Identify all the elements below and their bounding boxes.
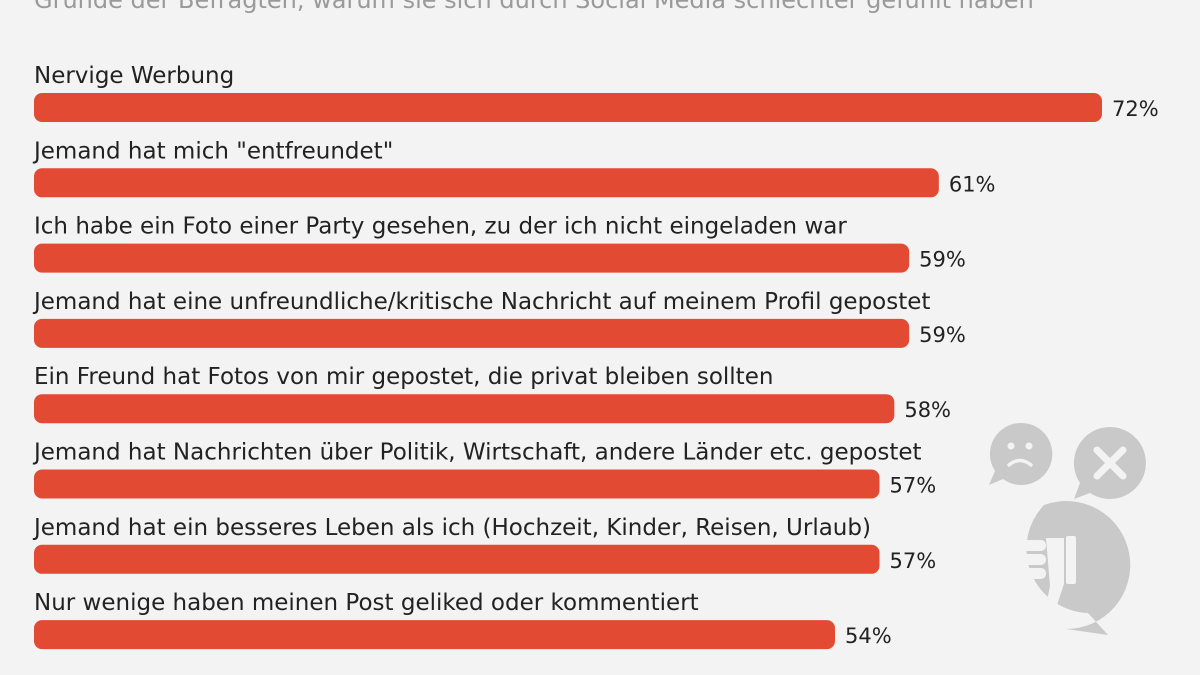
- value-label: 59%: [919, 248, 966, 272]
- category-label: Jemand hat ein besseres Leben als ich (H…: [32, 515, 871, 541]
- x-bubble-icon: [1073, 426, 1146, 499]
- value-label: 57%: [890, 474, 937, 498]
- value-label: 54%: [845, 624, 892, 648]
- value-label: 58%: [904, 398, 951, 422]
- sad-face-bubble-icon: [989, 422, 1053, 485]
- value-label: 72%: [1112, 97, 1159, 121]
- chart-subtitle: Gründe der Befragten, warum sie sich dur…: [34, 0, 1034, 14]
- category-label: Nur wenige haben meinen Post geliked ode…: [34, 590, 699, 616]
- category-label: Jemand hat Nachrichten über Politik, Wir…: [32, 440, 922, 466]
- value-label: 61%: [949, 172, 996, 196]
- bar: [34, 168, 939, 198]
- category-label: Nervige Werbung: [34, 63, 234, 89]
- bar: [34, 318, 910, 348]
- category-label: Ich habe ein Foto einer Party gesehen, z…: [34, 214, 847, 240]
- bar: [34, 394, 895, 424]
- value-label: 59%: [919, 323, 966, 347]
- category-label: Ein Freund hat Fotos von mir gepostet, d…: [34, 364, 773, 390]
- category-label: Jemand hat mich "entfreundet": [32, 138, 393, 164]
- thumbs-down-bubble-icon: [1014, 501, 1131, 635]
- bar: [34, 544, 880, 574]
- bar: [34, 620, 835, 650]
- category-label: Jemand hat eine unfreundliche/kritische …: [32, 289, 930, 315]
- bar: [34, 93, 1102, 122]
- value-label: 57%: [890, 549, 937, 573]
- bars-layer: Nervige Werbung 72% Jemand hat mich "entfr…: [32, 63, 1159, 650]
- bar: [34, 243, 910, 273]
- bar: [34, 469, 880, 499]
